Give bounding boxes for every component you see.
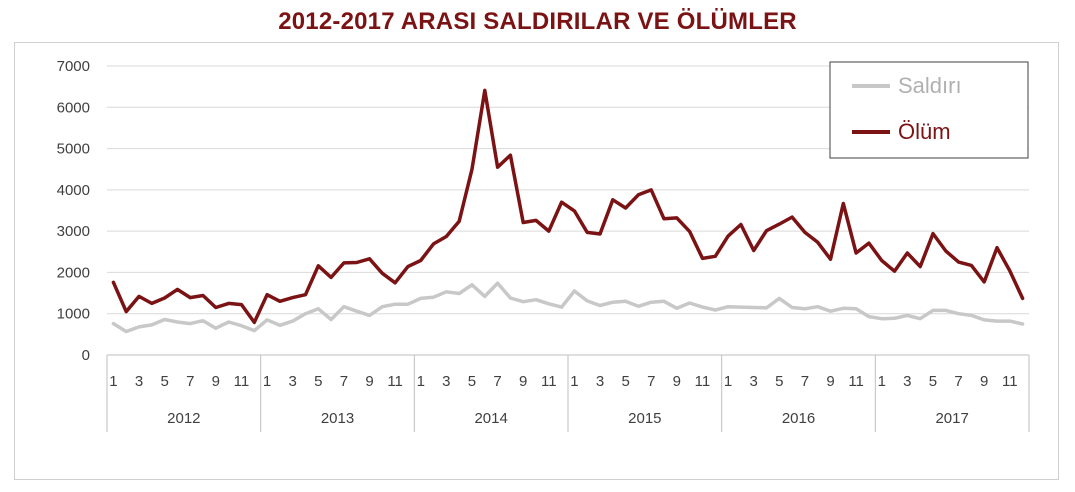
y-tick-label: 1000 xyxy=(57,306,90,323)
x-year-label: 2015 xyxy=(628,410,661,427)
x-month-label: 3 xyxy=(903,373,911,390)
x-month-label: 9 xyxy=(826,373,834,390)
y-tick-label: 6000 xyxy=(57,99,90,116)
x-month-label: 1 xyxy=(417,373,425,390)
x-month-label: 1 xyxy=(263,373,271,390)
x-month-label: 1 xyxy=(878,373,886,390)
x-month-label: 9 xyxy=(519,373,527,390)
y-tick-label: 3000 xyxy=(57,223,90,240)
y-tick-label: 7000 xyxy=(57,58,90,75)
x-month-label: 9 xyxy=(673,373,681,390)
x-month-label: 3 xyxy=(289,373,297,390)
x-month-label: 9 xyxy=(212,373,220,390)
x-month-label: 11 xyxy=(387,373,403,390)
x-month-label: 11 xyxy=(1002,373,1018,390)
x-month-label: 3 xyxy=(135,373,143,390)
x-month-label: 9 xyxy=(980,373,988,390)
axes: 0 1000 2000 3000 4000 5000 6000 7000 2012 2013 201… xyxy=(57,58,1030,432)
series-line-saldiri xyxy=(111,281,1025,334)
x-month-label: 3 xyxy=(596,373,604,390)
y-tick-label: 0 xyxy=(82,347,90,364)
x-month-label: 7 xyxy=(954,373,962,390)
x-month-label: 5 xyxy=(621,373,629,390)
x-year-label: 2014 xyxy=(474,410,507,427)
x-month-label: 1 xyxy=(570,373,578,390)
series-lines xyxy=(111,88,1025,334)
x-month-label: 7 xyxy=(647,373,655,390)
x-month-label: 9 xyxy=(365,373,373,390)
legend-label-saldiri: Saldırı xyxy=(898,73,962,98)
x-month-label: 5 xyxy=(160,373,168,390)
legend: Saldırı Ölüm xyxy=(829,61,1029,159)
x-month-label: 3 xyxy=(750,373,758,390)
y-tick-label: 4000 xyxy=(57,182,90,199)
x-month-label: 5 xyxy=(775,373,783,390)
x-month-label: 5 xyxy=(929,373,937,390)
series-line-olum xyxy=(111,88,1025,325)
x-month-label: 3 xyxy=(442,373,450,390)
x-month-label: 11 xyxy=(695,373,711,390)
chart-title: 2012-2017 ARASI SALDIRILAR VE ÖLÜMLER xyxy=(278,8,797,35)
x-month-label: 11 xyxy=(541,373,557,390)
legend-label-olum: Ölüm xyxy=(898,119,951,144)
x-month-label: 7 xyxy=(493,373,501,390)
chart-frame xyxy=(14,42,1059,480)
y-tick-label: 2000 xyxy=(57,264,90,281)
x-month-label: 11 xyxy=(234,373,250,390)
x-month-label: 7 xyxy=(186,373,194,390)
x-month-label: 7 xyxy=(801,373,809,390)
x-month-label: 1 xyxy=(109,373,117,390)
x-year-label: 2012 xyxy=(167,410,200,427)
x-year-label: 2016 xyxy=(782,410,815,427)
x-month-label: 5 xyxy=(468,373,476,390)
x-month-label: 1 xyxy=(724,373,732,390)
x-month-label: 5 xyxy=(314,373,322,390)
x-year-label: 2017 xyxy=(935,410,968,427)
y-tick-label: 5000 xyxy=(57,141,90,158)
x-month-label: 7 xyxy=(340,373,348,390)
x-month-label: 11 xyxy=(848,373,864,390)
x-year-label: 2013 xyxy=(321,410,354,427)
legend-box xyxy=(829,61,1029,159)
